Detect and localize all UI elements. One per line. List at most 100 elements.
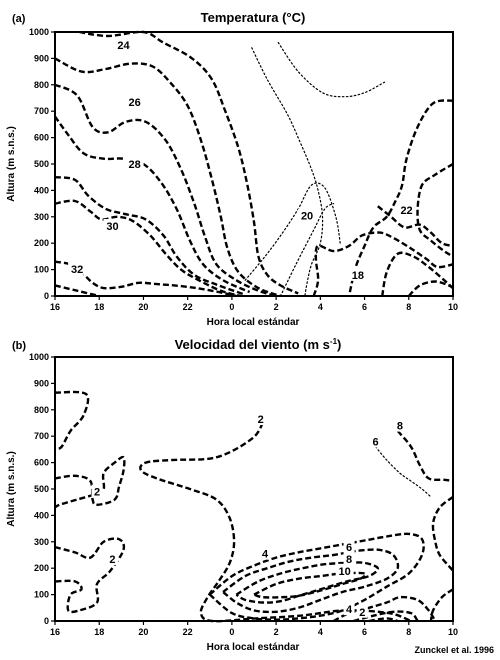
y-tick-label: 700 xyxy=(34,106,49,116)
panel-wind-speed: (b) Velocidad del viento (m s-1) 16 18 20 2… xyxy=(6,337,458,653)
contour-line-dotted xyxy=(375,446,432,498)
x-tick-label: 8 xyxy=(406,627,411,637)
contour-line-dashed xyxy=(222,548,400,614)
contour-line-dotted xyxy=(277,42,386,98)
contour-label: 20 xyxy=(301,210,313,222)
contour-line-dashed xyxy=(54,390,90,451)
y-tick-label: 1000 xyxy=(29,352,49,362)
contour-label-background xyxy=(259,546,271,560)
y-tick-label: 100 xyxy=(34,265,49,275)
axis-ticks: 16 18 20 22 0 2 4 6 8 100100200300400500600700800… xyxy=(29,27,458,312)
contour-line-dashed xyxy=(377,205,454,247)
contour-line-dashed xyxy=(407,280,454,297)
contour-line-dotted xyxy=(251,47,324,297)
contour-label-background xyxy=(103,219,122,233)
y-tick-label: 900 xyxy=(34,378,49,388)
contour-label-background xyxy=(68,261,87,275)
contour-label-background xyxy=(394,418,406,432)
contour-label: 32 xyxy=(71,264,83,276)
y-tick-label: 500 xyxy=(34,159,49,169)
x-tick-label: 16 xyxy=(50,302,60,312)
y-tick-label: 800 xyxy=(34,405,49,415)
x-axis-label: Hora local estándar xyxy=(207,642,300,653)
contour-label-background xyxy=(343,602,355,616)
contour-label-background xyxy=(106,551,118,565)
contour-label: 2 xyxy=(94,487,100,499)
axis-ticks: 16 18 20 22 0 2 4 6 8 100100200300400500600700800… xyxy=(29,352,458,637)
y-axis-label: Altura (m s.n.s.) xyxy=(6,126,17,202)
y-tick-label: 0 xyxy=(44,291,49,301)
contour-line-dashed xyxy=(209,532,425,621)
contour-line-dashed xyxy=(79,30,299,295)
y-tick-label: 400 xyxy=(34,185,49,195)
y-tick-label: 300 xyxy=(34,212,49,222)
x-tick-label: 10 xyxy=(448,627,458,637)
contour-label: 28 xyxy=(128,159,140,171)
contour-line-dashed xyxy=(54,455,126,509)
y-tick-label: 1000 xyxy=(29,27,49,37)
contour-line-dashed xyxy=(429,588,454,622)
contour-label-background xyxy=(255,412,267,426)
contour-line-dashed xyxy=(235,561,380,604)
contour-label: 6 xyxy=(373,436,379,448)
y-tick-label: 800 xyxy=(34,80,49,90)
y-tick-label: 500 xyxy=(34,484,49,494)
chart-title: Temperatura (°C) xyxy=(201,10,306,25)
contour-label: 10 xyxy=(339,566,351,578)
contour-line-dashed xyxy=(54,115,251,294)
x-tick-label: 0 xyxy=(229,302,234,312)
contour-label-background xyxy=(397,203,416,217)
x-tick-label: 18 xyxy=(94,302,104,312)
contour-label-background xyxy=(343,540,355,554)
chart-title: Velocidad del viento (m s-1) xyxy=(175,337,342,352)
contour-label-background xyxy=(125,157,144,170)
x-tick-label: 8 xyxy=(406,302,411,312)
y-tick-label: 200 xyxy=(34,238,49,248)
x-tick-label: 22 xyxy=(183,627,193,637)
contour-label: 22 xyxy=(400,205,412,217)
x-tick-label: 6 xyxy=(362,302,367,312)
y-tick-label: 300 xyxy=(34,537,49,547)
x-tick-label: 18 xyxy=(94,627,104,637)
contour-line-dotted xyxy=(279,203,335,297)
contour-line-dashed xyxy=(396,430,454,483)
x-tick-label: 4 xyxy=(318,302,323,312)
contour-label-background xyxy=(370,434,382,448)
contour-label-background xyxy=(114,38,133,52)
contour-label-background xyxy=(356,604,368,618)
contour-line-dashed xyxy=(312,231,454,297)
y-tick-label: 0 xyxy=(44,616,49,626)
contour-label: 6 xyxy=(346,542,352,554)
contour-line-dashed xyxy=(431,495,454,572)
contour-line-dashed xyxy=(347,99,454,297)
x-tick-label: 0 xyxy=(229,627,234,637)
contour-label: 8 xyxy=(346,554,352,566)
x-tick-label: 20 xyxy=(138,627,148,637)
chart-title-close: ) xyxy=(337,337,341,352)
contour-line-dashed xyxy=(54,537,126,614)
x-tick-label: 4 xyxy=(318,627,323,637)
y-tick-label: 900 xyxy=(34,53,49,63)
y-tick-label: 200 xyxy=(34,563,49,573)
x-tick-label: 2 xyxy=(274,302,279,312)
contour-label-background xyxy=(91,484,103,498)
contour-line-dashed xyxy=(54,57,281,298)
panel-letter: (b) xyxy=(12,340,26,352)
chart-title-exponent: -1 xyxy=(330,337,338,346)
contour-line-dashed xyxy=(381,251,454,297)
contour-label-background xyxy=(298,208,317,222)
y-tick-label: 600 xyxy=(34,458,49,468)
contour-label-background xyxy=(335,563,354,577)
contour-line-dashed xyxy=(54,199,242,298)
plot-frame xyxy=(54,31,454,297)
contour-label: 26 xyxy=(128,97,140,109)
y-tick-label: 400 xyxy=(34,510,49,520)
contour-lines xyxy=(54,30,454,298)
plot-frame xyxy=(54,356,454,622)
contour-line-dashed xyxy=(139,422,412,623)
contour-label: 8 xyxy=(397,421,403,433)
contour-line-dashed xyxy=(54,83,277,298)
panel-temperature: (a) Temperatura (°C) 16 18 20 22 0 2 4 6 8 100100… xyxy=(6,10,458,328)
